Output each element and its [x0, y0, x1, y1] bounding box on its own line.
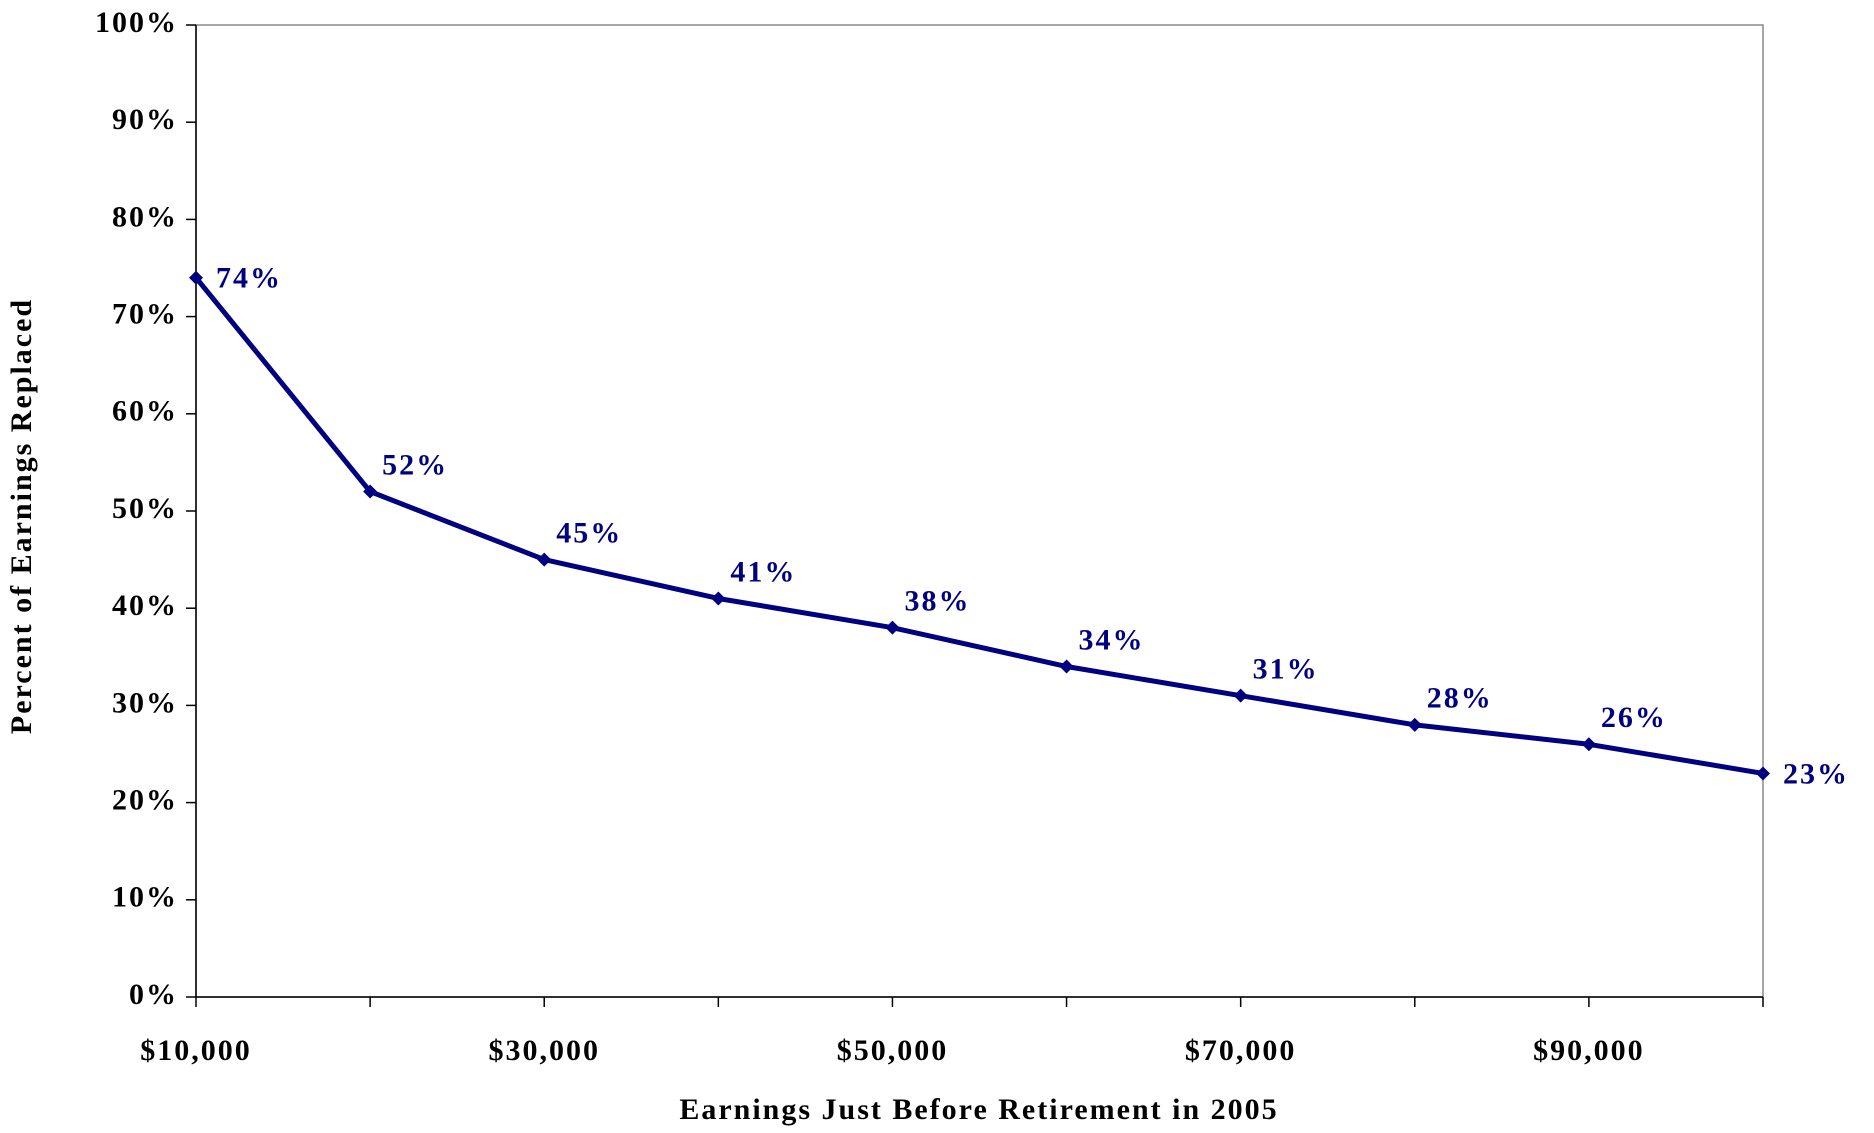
x-tick-label: $30,000: [488, 1034, 600, 1067]
marker: [189, 270, 203, 285]
data-label: 41%: [730, 555, 796, 588]
marker: [1756, 766, 1770, 781]
marker: [1233, 688, 1248, 703]
y-tick-label: 100%: [95, 6, 178, 39]
y-tick-label: 0%: [129, 978, 178, 1011]
data-label: 23%: [1783, 757, 1849, 790]
line: [194, 276, 1764, 776]
x-axis-title: Earnings Just Before Retirement in 2005: [679, 1093, 1278, 1126]
data-label: 28%: [1427, 682, 1493, 715]
marker: [1407, 717, 1422, 732]
marker: [1581, 737, 1596, 752]
y-tick-label: 80%: [112, 200, 178, 233]
plot-frame: [195, 24, 1764, 998]
y-tick-label: 70%: [112, 297, 178, 330]
x-tick-label: $10,000: [140, 1034, 252, 1067]
y-tick-label: 30%: [112, 686, 178, 719]
marker: [711, 591, 726, 606]
y-tick-label: 90%: [112, 103, 178, 136]
y-tick-label: 20%: [112, 783, 178, 816]
y-tick-label: 40%: [112, 589, 178, 622]
data-label: 31%: [1253, 653, 1319, 686]
data-label: 34%: [1079, 623, 1145, 656]
x-tick-label: $90,000: [1533, 1034, 1645, 1067]
data-label: 26%: [1601, 701, 1667, 734]
data-label: 52%: [382, 448, 448, 481]
data-label: 74%: [216, 262, 282, 295]
marker: [1059, 659, 1074, 674]
y-tick-label: 60%: [112, 395, 178, 428]
data-label: 38%: [904, 585, 970, 618]
data-label: 45%: [556, 516, 622, 549]
marker: [537, 552, 552, 567]
x-tick-label: $70,000: [1185, 1034, 1297, 1067]
y-tick-label: 10%: [112, 881, 178, 914]
marker: [885, 620, 900, 635]
marker: [363, 484, 378, 499]
x-tick-label: $50,000: [837, 1034, 949, 1067]
y-tick-label: 50%: [112, 492, 178, 525]
y-axis-title: Percent of Earnings Replaced: [5, 298, 38, 734]
